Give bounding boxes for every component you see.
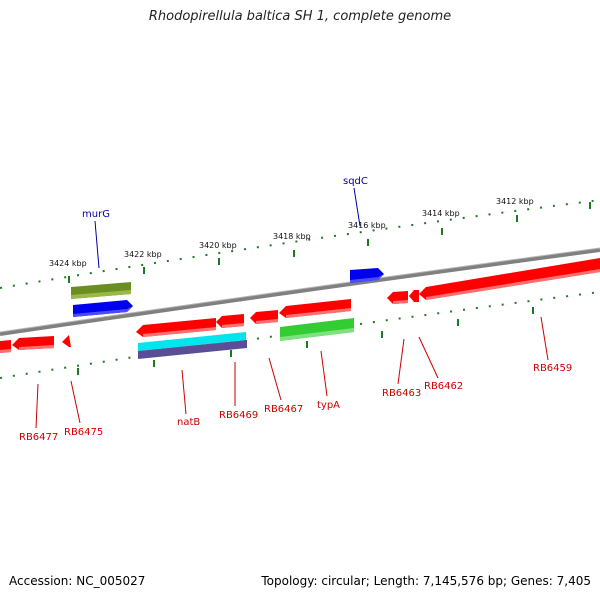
scale-label: 3420 kbp: [199, 241, 237, 250]
leader-line-RB6459: [540, 316, 549, 361]
gene-label-RB6477[interactable]: RB6477: [19, 432, 58, 443]
leader-lines-red: [35, 316, 549, 429]
scale-label: 3412 kbp: [496, 197, 534, 206]
gene-label-sqdC[interactable]: sqdC: [343, 176, 368, 187]
scale-label: 3418 kbp: [273, 232, 311, 241]
leader-line-RB6463: [397, 338, 405, 385]
feature-natB[interactable]: [138, 332, 247, 359]
cds-shade: [0, 349, 11, 353]
scale-label: 3424 kbp: [49, 259, 87, 268]
murG-blue-arrow-shade: [73, 306, 133, 317]
cds-shade: [286, 308, 351, 318]
gene-label-natB[interactable]: natB: [177, 417, 200, 428]
inner-major-ticks: [77, 307, 534, 375]
major-ticks: [68, 202, 591, 283]
murG-olive-bar-shade: [71, 290, 131, 299]
cds-shade: [222, 323, 244, 328]
cds-arrow[interactable]: [419, 258, 600, 300]
gene-label-typA[interactable]: typA: [317, 400, 340, 411]
gene-label-RB6469[interactable]: RB6469: [219, 410, 258, 421]
genome-backbone: [0, 248, 600, 336]
outer-tick-track: [0, 199, 600, 289]
leader-line-RB6467: [268, 357, 282, 401]
typA-green-bar-shade: [280, 328, 354, 341]
feature-sqdC[interactable]: [350, 268, 384, 283]
cds-shade: [19, 345, 54, 350]
gene-label-RB6462[interactable]: RB6462: [424, 381, 463, 392]
leader-line-RB6477: [35, 383, 39, 429]
sqdC-blue-arrow-shade: [350, 274, 384, 283]
leader-lines-blue: [94, 187, 361, 269]
scale-label: 3414 kbp: [422, 209, 460, 218]
scale-label: 3422 kbp: [124, 250, 162, 259]
cds-shade: [426, 269, 600, 300]
cds-arrow[interactable]: [409, 290, 419, 302]
gene-label-RB6467[interactable]: RB6467: [264, 404, 303, 415]
natB-cyan-bar: [138, 332, 246, 351]
leader-line-RB6462: [418, 336, 439, 379]
gene-label-RB6459[interactable]: RB6459: [533, 363, 572, 374]
natB-slate-bar: [138, 340, 247, 359]
accession-text: Accession: NC_005027: [9, 574, 146, 588]
genome-backbone-highlight: [0, 247, 600, 333]
feature-typA[interactable]: [280, 318, 354, 341]
inner-tick-track: [0, 291, 600, 379]
gene-label-murG[interactable]: murG: [82, 209, 110, 220]
feature-murG[interactable]: [71, 282, 133, 317]
reverse-cds-shade: [0, 269, 600, 353]
cds-shade: [143, 327, 216, 337]
leader-line-RB6475: [70, 380, 81, 424]
leader-line-murG: [94, 220, 100, 269]
cds-arrow[interactable]: [136, 318, 216, 337]
cds-arrow[interactable]: [62, 335, 71, 347]
leader-line-typA: [320, 350, 328, 397]
cds-shade: [256, 319, 278, 324]
cds-shade: [393, 300, 408, 304]
cds-arrow[interactable]: [279, 299, 351, 318]
leader-line-natB: [181, 369, 187, 415]
leader-line-sqdC: [353, 187, 361, 227]
gene-label-RB6463[interactable]: RB6463: [382, 388, 421, 399]
genome-stats-text: Topology: circular; Length: 7,145,576 bp…: [261, 574, 591, 588]
map-title: Rhodopirellula baltica SH 1, complete ge…: [148, 9, 452, 24]
scale-label: 3416 kbp: [348, 221, 386, 230]
gene-label-RB6475[interactable]: RB6475: [64, 427, 103, 438]
